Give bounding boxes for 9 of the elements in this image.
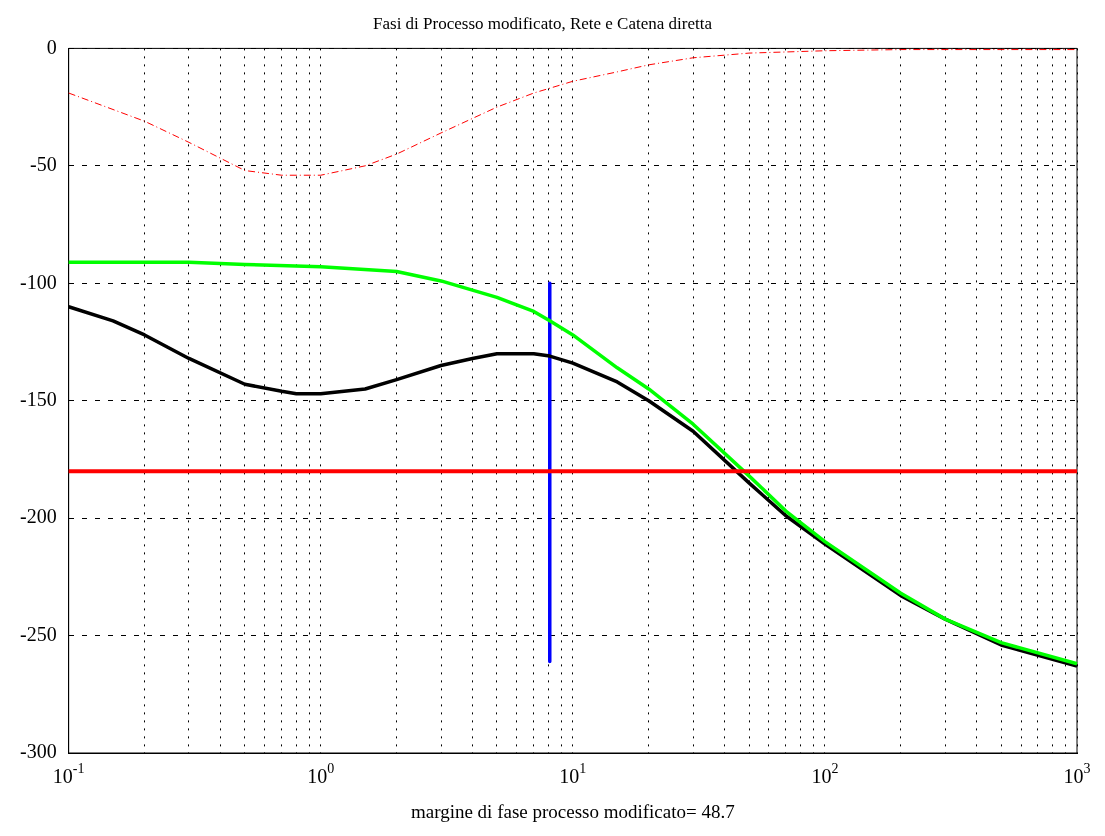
y-tick-label: -100 — [19, 270, 57, 293]
y-tick-label: 0 — [46, 35, 57, 58]
x-axis-title: margine di fase processo modificato= 48.7 — [410, 800, 735, 822]
chart-title: Fasi di Processo modificato, Rete e Catena diretta — [373, 13, 713, 33]
y-tick-label: -250 — [19, 622, 57, 645]
y-tick-label: -50 — [29, 153, 57, 176]
y-tick-label: -300 — [19, 740, 57, 763]
y-tick-label: -150 — [19, 387, 57, 410]
y-tick-label: -200 — [19, 505, 57, 528]
